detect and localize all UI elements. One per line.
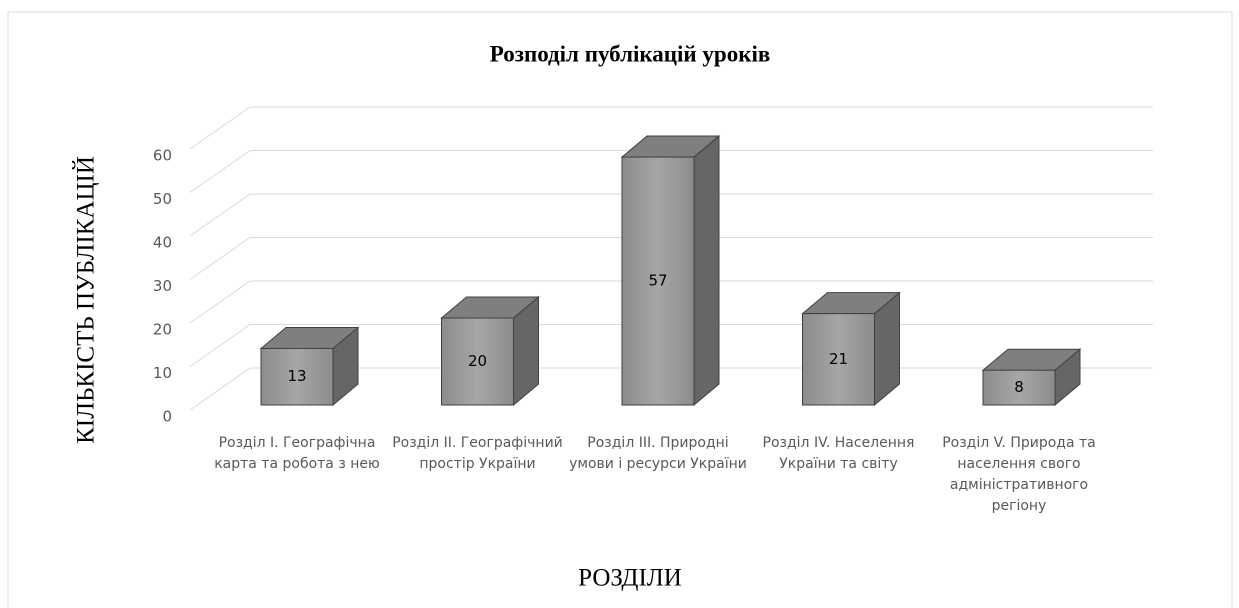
y-tick-label: 10 [153, 364, 172, 382]
data-label: 57 [648, 272, 667, 290]
bar [440, 295, 540, 407]
bar-front [441, 317, 514, 406]
y-tick-label: 60 [153, 147, 172, 165]
grid-diagonal [189, 150, 251, 193]
grid-diagonal [189, 237, 251, 280]
data-label: 8 [1014, 378, 1024, 396]
chart-title: Розподіл публікацій уроків [490, 41, 771, 66]
grid-diagonal [189, 106, 251, 150]
data-label: 21 [829, 350, 848, 368]
y-tick-label: 50 [153, 190, 172, 208]
bar [259, 326, 360, 407]
data-label: 13 [287, 367, 306, 385]
x-tick-label: Розділ I. Географічна карта та робота з … [214, 435, 380, 472]
x-tick-label: Розділ III. Природні умови і ресурси Укр… [569, 435, 747, 472]
bar [620, 134, 721, 407]
grid-diagonal [189, 367, 251, 411]
grid-diagonal [189, 280, 251, 324]
bar-front [802, 313, 875, 406]
grid-diagonal [189, 324, 251, 367]
y-tick-label: 40 [153, 234, 172, 252]
y-tick-label: 30 [153, 277, 172, 295]
bar-front [260, 347, 334, 406]
chart-border [7, 11, 1233, 608]
x-tick-label: Розділ IV. Населення України та світу [762, 435, 915, 472]
bar [801, 291, 901, 407]
grid-diagonal [189, 193, 251, 237]
x-tick-label: Розділ II. Географічний простір України [392, 435, 563, 472]
bar-front [621, 156, 695, 406]
bar-side [693, 134, 720, 407]
y-tick-label: 0 [162, 408, 172, 426]
y-axis-label: КІЛЬКІСТЬ ПУБЛІКАЦІЙ [72, 156, 100, 444]
bar [981, 348, 1082, 407]
bar-front [982, 369, 1056, 406]
y-tick-label: 20 [153, 321, 172, 339]
data-label: 20 [468, 352, 487, 370]
x-axis-label: РОЗДІЛИ [578, 565, 682, 592]
x-tick-label: Розділ V. Природа та населення свого адм… [942, 435, 1096, 514]
